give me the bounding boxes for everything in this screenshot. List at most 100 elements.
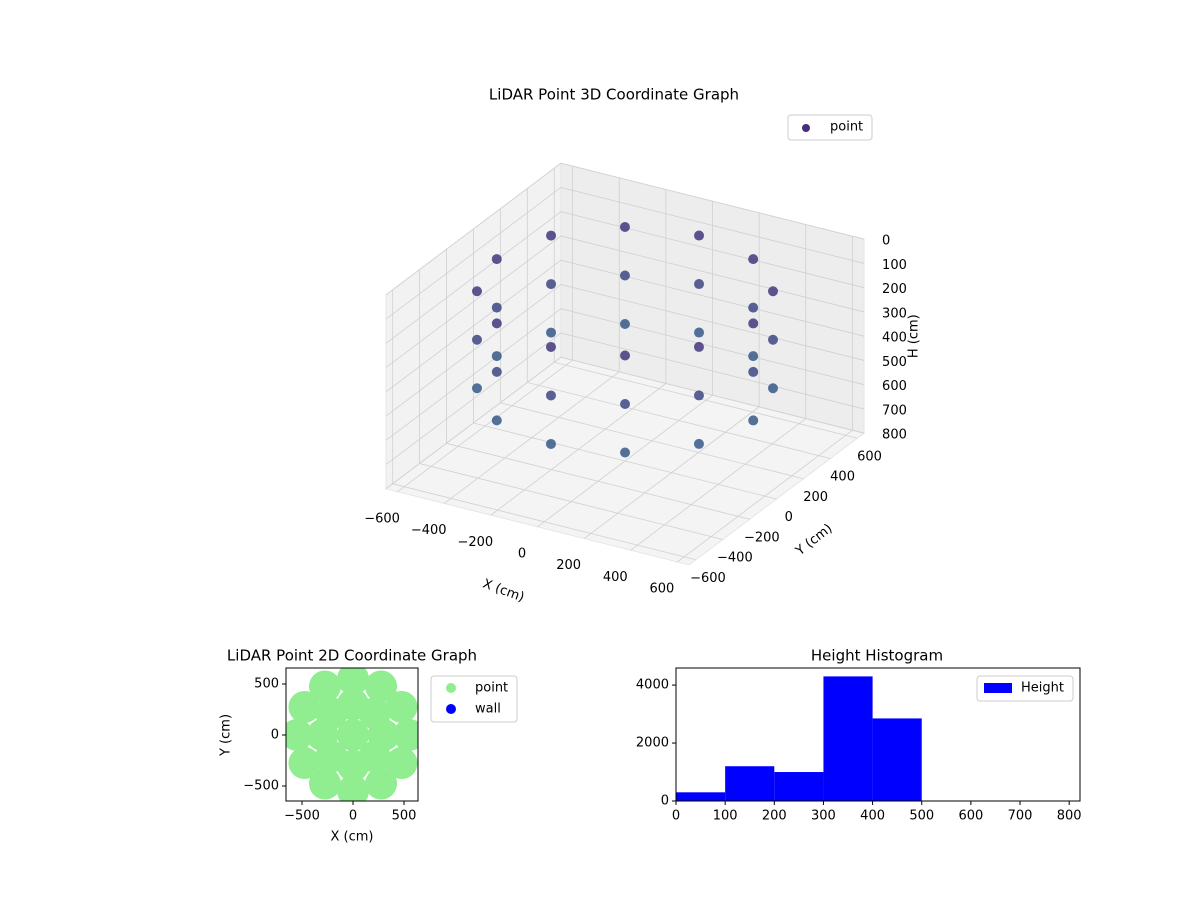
point <box>748 366 759 377</box>
x-tick-label: 200 <box>762 809 787 824</box>
point <box>491 254 502 265</box>
bar <box>872 718 922 801</box>
point <box>471 286 482 297</box>
x-tick-label: 600 <box>958 809 983 824</box>
point <box>748 302 759 313</box>
bar <box>774 772 824 801</box>
point <box>748 318 759 329</box>
point <box>694 279 705 290</box>
point <box>545 438 556 449</box>
point <box>620 399 631 410</box>
point <box>337 775 370 801</box>
chart-title: Height Histogram <box>811 647 943 665</box>
point <box>385 690 418 723</box>
x-tick-label: 0 <box>518 546 526 561</box>
y-tick-label: −400 <box>717 551 753 566</box>
bar <box>823 676 873 801</box>
grid-line <box>385 332 865 465</box>
point <box>768 383 779 394</box>
grid-line <box>385 186 865 320</box>
grid-line <box>385 259 865 393</box>
z-tick-label: 800 <box>882 428 907 443</box>
legend-marker <box>446 704 456 714</box>
z-tick-label: 600 <box>882 379 907 394</box>
y-tick-label: −200 <box>744 530 780 545</box>
x-tick-label: −500 <box>284 809 320 824</box>
x-tick-label: 0 <box>672 809 680 824</box>
point <box>471 383 482 394</box>
legend-marker <box>446 683 456 693</box>
x-tick-label: 0 <box>349 809 357 824</box>
z-tick-label: 200 <box>882 282 907 297</box>
z-tick-label: 700 <box>882 403 907 418</box>
x-tick-label: −200 <box>458 535 494 550</box>
point <box>546 327 557 338</box>
bar <box>725 766 775 801</box>
legend-marker <box>802 124 810 132</box>
point <box>286 719 313 752</box>
legend-label: wall <box>475 702 501 717</box>
point <box>619 221 630 232</box>
grid-line <box>385 211 865 344</box>
point <box>693 390 704 401</box>
x-axis-label: X (cm) <box>481 577 527 606</box>
x-tick-label: 100 <box>713 809 738 824</box>
grid-line <box>385 162 865 296</box>
point <box>620 350 631 361</box>
point <box>288 747 321 780</box>
y-tick-label: 0 <box>785 510 793 525</box>
y-tick-label: −600 <box>690 571 726 586</box>
point <box>471 334 482 345</box>
x-tick-label: 500 <box>392 809 417 824</box>
y-tick-label: 400 <box>830 470 855 485</box>
point <box>694 230 705 241</box>
y-tick-label: 2000 <box>636 736 669 751</box>
axes-frame <box>285 667 419 802</box>
point <box>358 740 391 773</box>
x-axis-label: X (cm) <box>331 830 374 845</box>
point <box>619 270 630 281</box>
x-tick-label: 400 <box>603 570 628 585</box>
point <box>337 719 370 752</box>
legend-label: point <box>475 681 508 696</box>
point <box>288 690 321 723</box>
point <box>693 341 704 352</box>
legend-swatch <box>984 683 1012 693</box>
z-tick-label: 300 <box>882 306 907 321</box>
y-axis-label: Y (cm) <box>219 714 234 757</box>
point <box>748 254 759 265</box>
x-tick-label: 200 <box>556 558 581 573</box>
x-tick-label: 300 <box>811 809 836 824</box>
y-tick-label: 4000 <box>636 678 669 693</box>
point <box>365 767 398 800</box>
x-tick-label: 400 <box>860 809 885 824</box>
x-tick-label: −600 <box>364 511 400 526</box>
y-tick-label: 200 <box>803 490 828 505</box>
point <box>546 279 557 290</box>
point <box>491 415 502 426</box>
y-tick-label: 500 <box>254 677 279 692</box>
y-tick-label: 600 <box>857 449 882 464</box>
point <box>491 302 502 313</box>
point <box>491 351 502 362</box>
legend-box <box>430 675 518 723</box>
chart-title: LiDAR Point 3D Coordinate Graph <box>489 86 739 104</box>
point <box>768 286 779 297</box>
legend-label: Height <box>1021 681 1064 696</box>
grid-line <box>385 283 865 417</box>
point <box>693 438 704 449</box>
point <box>546 230 557 241</box>
z-axis-label: H (cm) <box>907 314 922 358</box>
point <box>491 366 502 377</box>
x-tick-label: −400 <box>411 523 447 538</box>
point <box>545 390 556 401</box>
point <box>748 415 759 426</box>
point <box>694 327 705 338</box>
plot-area <box>286 668 418 801</box>
legend-box <box>787 114 873 141</box>
grid-line <box>385 356 865 490</box>
point <box>619 318 630 329</box>
point <box>308 670 341 703</box>
grid-line <box>385 235 865 368</box>
